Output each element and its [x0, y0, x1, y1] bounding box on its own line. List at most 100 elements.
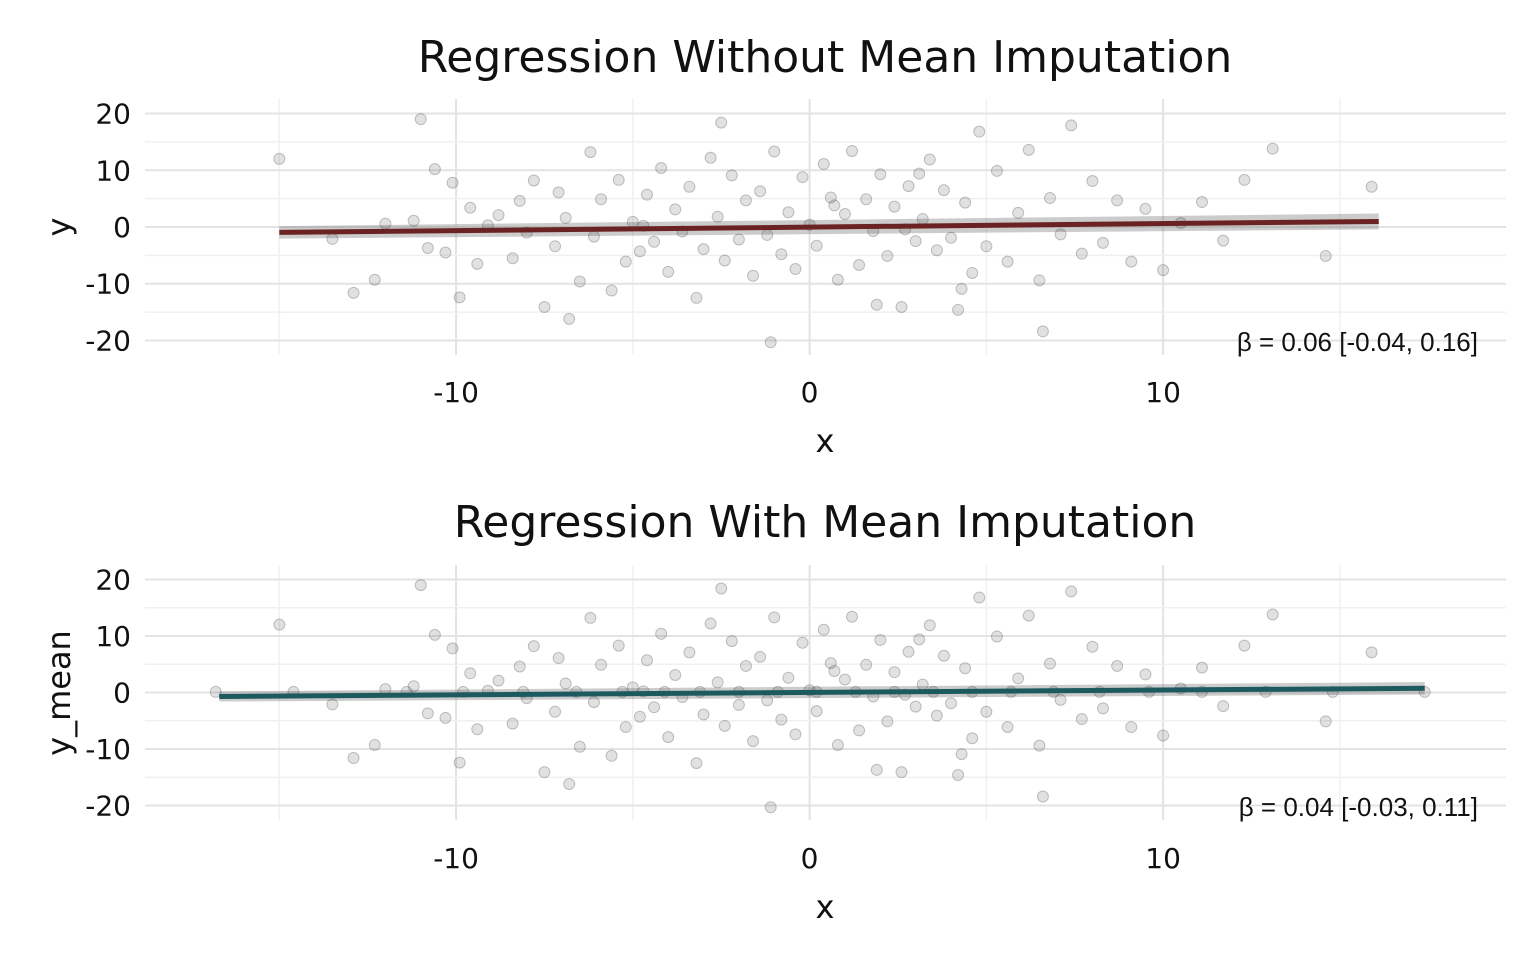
data-point	[633, 245, 646, 258]
x-axis-title: x	[816, 422, 835, 460]
data-point	[831, 273, 844, 286]
x-tick-labels: -10 0 10	[433, 842, 1181, 875]
data-point	[980, 240, 993, 253]
data-point	[619, 720, 632, 733]
y-axis-title: y	[40, 218, 78, 237]
data-point	[538, 301, 551, 314]
data-point	[655, 161, 668, 174]
data-point	[1365, 646, 1378, 659]
data-point	[407, 214, 420, 227]
data-point	[959, 662, 972, 675]
y-tick-label: -10	[85, 733, 131, 766]
data-point	[538, 766, 551, 779]
data-point	[747, 735, 760, 748]
data-point	[1012, 672, 1025, 685]
data-point	[930, 244, 943, 257]
data-point	[1238, 639, 1251, 652]
data-point	[1033, 274, 1046, 287]
data-point	[937, 649, 950, 662]
data-point	[768, 611, 781, 624]
data-point	[973, 125, 986, 138]
data-point	[817, 158, 830, 171]
data-point	[944, 697, 957, 710]
data-point	[326, 232, 339, 245]
data-point	[725, 635, 738, 648]
data-point	[902, 645, 915, 658]
data-point	[1157, 729, 1170, 742]
data-point	[1022, 609, 1035, 622]
data-point	[1097, 702, 1110, 715]
data-point	[913, 167, 926, 180]
data-point	[690, 757, 703, 770]
data-point	[937, 184, 950, 197]
data-point	[506, 717, 519, 730]
data-point	[640, 188, 653, 201]
data-point	[870, 298, 883, 311]
data-point	[584, 611, 597, 624]
data-point	[810, 239, 823, 252]
data-point	[789, 728, 802, 741]
x-tick-label: -10	[433, 376, 479, 409]
data-point	[428, 628, 441, 641]
data-point	[1139, 202, 1152, 215]
panel-with-imputation: Regression With Mean Imputation 20100-10…	[40, 497, 1506, 926]
data-point	[1086, 175, 1099, 188]
beta-annotation: β = 0.04 [-0.03, 0.11]	[1239, 792, 1478, 822]
data-point	[428, 163, 441, 176]
data-point	[1065, 119, 1078, 132]
data-point	[718, 719, 731, 732]
data-point	[952, 769, 965, 782]
data-point	[810, 705, 823, 718]
data-point	[347, 286, 360, 299]
data-point	[966, 732, 979, 745]
data-point	[1001, 255, 1014, 268]
data-point	[612, 639, 625, 652]
data-point	[1266, 608, 1279, 621]
data-point	[1075, 713, 1088, 726]
data-point	[471, 723, 484, 736]
y-tick-label: 0	[113, 211, 131, 244]
data-point	[595, 658, 608, 671]
y-tick-label: 10	[95, 620, 131, 653]
data-point	[492, 674, 505, 687]
data-point	[1217, 234, 1230, 247]
regression-line-layer	[219, 685, 1425, 699]
data-point	[909, 235, 922, 248]
regression-line-layer	[279, 218, 1379, 235]
data-point	[1238, 173, 1251, 186]
data-point	[881, 249, 894, 262]
data-point	[711, 676, 724, 689]
data-point	[1054, 693, 1067, 706]
data-point	[782, 206, 795, 219]
data-point	[549, 240, 562, 253]
data-point	[715, 582, 728, 595]
data-point	[595, 193, 608, 206]
data-point	[1157, 264, 1170, 277]
data-point	[1195, 661, 1208, 674]
data-point	[1001, 720, 1014, 733]
y-tick-label: -20	[85, 790, 131, 823]
data-point	[1097, 236, 1110, 249]
data-point	[952, 303, 965, 316]
data-point	[1217, 700, 1230, 713]
data-point	[347, 752, 360, 765]
panel-title: Regression Without Mean Imputation	[418, 32, 1233, 83]
x-tick-labels: -10 0 10	[433, 376, 1181, 409]
data-point	[860, 658, 873, 671]
data-point	[888, 200, 901, 213]
data-point	[739, 659, 752, 672]
data-point	[1111, 194, 1124, 207]
data-point	[584, 146, 597, 159]
data-point	[527, 174, 540, 187]
data-point	[552, 652, 565, 665]
data-point	[817, 623, 830, 636]
data-point	[775, 248, 788, 261]
data-point	[881, 715, 894, 728]
data-point	[775, 713, 788, 726]
data-point	[407, 680, 420, 693]
data-point	[662, 731, 675, 744]
data-point	[718, 254, 731, 267]
data-point	[587, 230, 600, 243]
data-point	[754, 650, 767, 663]
